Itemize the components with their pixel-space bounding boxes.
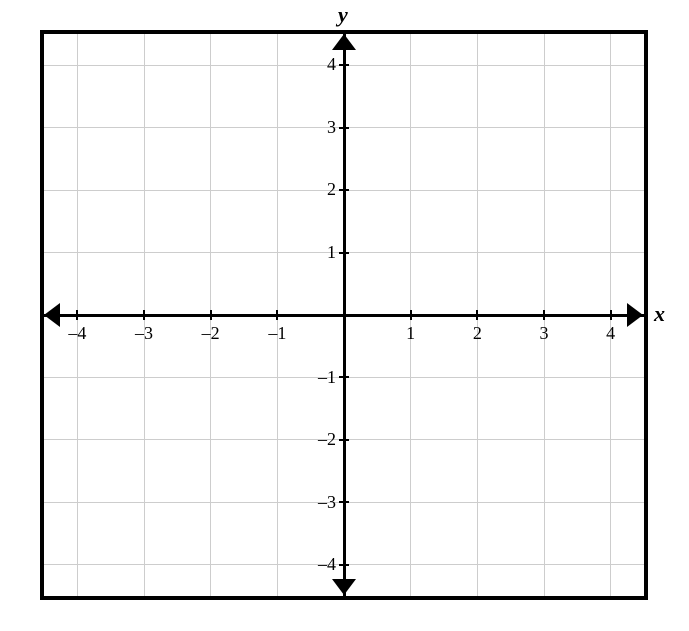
y-axis	[343, 34, 346, 596]
y-tick-label: 2	[296, 179, 336, 200]
y-tick	[339, 189, 349, 191]
x-tick	[210, 310, 212, 320]
x-tick	[543, 310, 545, 320]
y-tick-label: –3	[296, 492, 336, 513]
x-tick-label: 2	[457, 323, 497, 344]
y-tick	[339, 501, 349, 503]
x-tick	[610, 310, 612, 320]
y-tick	[339, 64, 349, 66]
y-tick	[339, 252, 349, 254]
y-tick-label: –2	[296, 429, 336, 450]
x-tick	[276, 310, 278, 320]
x-tick-label: –1	[257, 323, 297, 344]
arrowhead-down-icon	[332, 579, 356, 595]
x-tick	[410, 310, 412, 320]
x-tick-label: –4	[57, 323, 97, 344]
x-tick	[76, 310, 78, 320]
x-tick-label: 3	[524, 323, 564, 344]
y-tick-label: 4	[296, 54, 336, 75]
x-tick-label: –2	[191, 323, 231, 344]
y-tick-label: 1	[296, 242, 336, 263]
coord-plane: y x –4 –3 –2 –1 1 2 3 4 –4 –3 –2 –1 1 2 3 4	[0, 0, 689, 631]
x-axis-label: x	[654, 301, 665, 327]
y-tick-label: –4	[296, 554, 336, 575]
y-axis-label: y	[338, 2, 348, 28]
x-tick-label: 4	[591, 323, 631, 344]
y-tick	[339, 439, 349, 441]
x-tick	[143, 310, 145, 320]
x-tick-label: 1	[391, 323, 431, 344]
y-tick	[339, 127, 349, 129]
x-tick-label: –3	[124, 323, 164, 344]
y-tick-label: 3	[296, 117, 336, 138]
x-tick	[476, 310, 478, 320]
arrowhead-up-icon	[332, 34, 356, 50]
y-tick	[339, 564, 349, 566]
y-tick-label: –1	[296, 367, 336, 388]
y-tick	[339, 376, 349, 378]
